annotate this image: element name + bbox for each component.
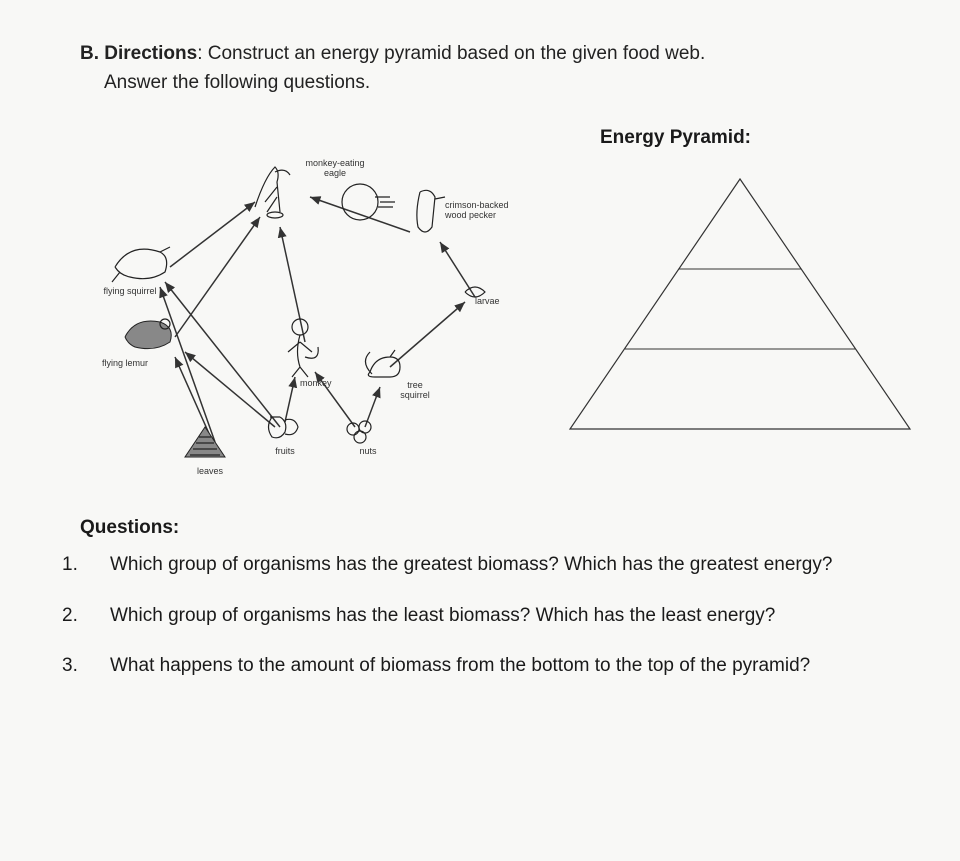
food-web-diagram: monkey-eatingeagle crimson-backedwood pe… — [80, 127, 530, 477]
label-flying-squirrel: flying squirrel — [90, 285, 170, 297]
pyramid-title: Energy Pyramid: — [560, 127, 920, 149]
question-number: 2. — [86, 602, 110, 631]
label-fruits: fruits — [265, 445, 305, 457]
fruits-icon — [269, 417, 299, 438]
label-larvae: larvae — [475, 295, 515, 307]
label-leaves: leaves — [185, 465, 235, 477]
directions-block: B. Directions: Construct an energy pyram… — [80, 40, 900, 97]
woodpecker-icon — [342, 184, 445, 232]
question-number: 3. — [86, 652, 110, 681]
pyramid-column: Energy Pyramid: — [560, 127, 920, 449]
directions-text-2: Answer the following questions. — [80, 72, 370, 93]
flying-squirrel-icon — [112, 247, 170, 282]
label-nuts: nuts — [348, 445, 388, 457]
eagle-icon — [255, 167, 290, 218]
content-row: monkey-eatingeagle crimson-backedwood pe… — [80, 127, 900, 477]
directions-text-1: : Construct an energy pyramid based on t… — [197, 43, 705, 64]
questions-section: Questions: 1.Which group of organisms ha… — [80, 517, 900, 681]
label-monkey: monkey — [300, 377, 350, 389]
pyramid-outline — [570, 179, 910, 429]
question-2: 2.Which group of organisms has the least… — [80, 602, 900, 631]
question-text: Which group of organisms has the least b… — [110, 605, 775, 626]
label-woodpecker: crimson-backedwood pecker — [445, 199, 535, 221]
monkey-icon — [288, 319, 318, 377]
nuts-icon — [347, 421, 371, 443]
question-text: Which group of organisms has the greates… — [110, 554, 832, 575]
question-1: 1.Which group of organisms has the great… — [80, 551, 900, 580]
flying-lemur-icon — [125, 319, 171, 349]
label-tree-squirrel: treesquirrel — [390, 379, 440, 401]
energy-pyramid-svg — [560, 164, 920, 444]
leaves-icon — [185, 427, 225, 457]
question-text: What happens to the amount of biomass fr… — [110, 655, 810, 676]
label-flying-lemur: flying lemur — [90, 357, 160, 369]
section-letter: B. — [80, 43, 99, 64]
question-3: 3.What happens to the amount of biomass … — [80, 652, 900, 681]
question-number: 1. — [86, 551, 110, 580]
directions-label: Directions — [104, 43, 197, 64]
label-eagle: monkey-eatingeagle — [295, 157, 375, 179]
food-web-svg — [80, 127, 530, 477]
questions-title: Questions: — [80, 517, 900, 539]
